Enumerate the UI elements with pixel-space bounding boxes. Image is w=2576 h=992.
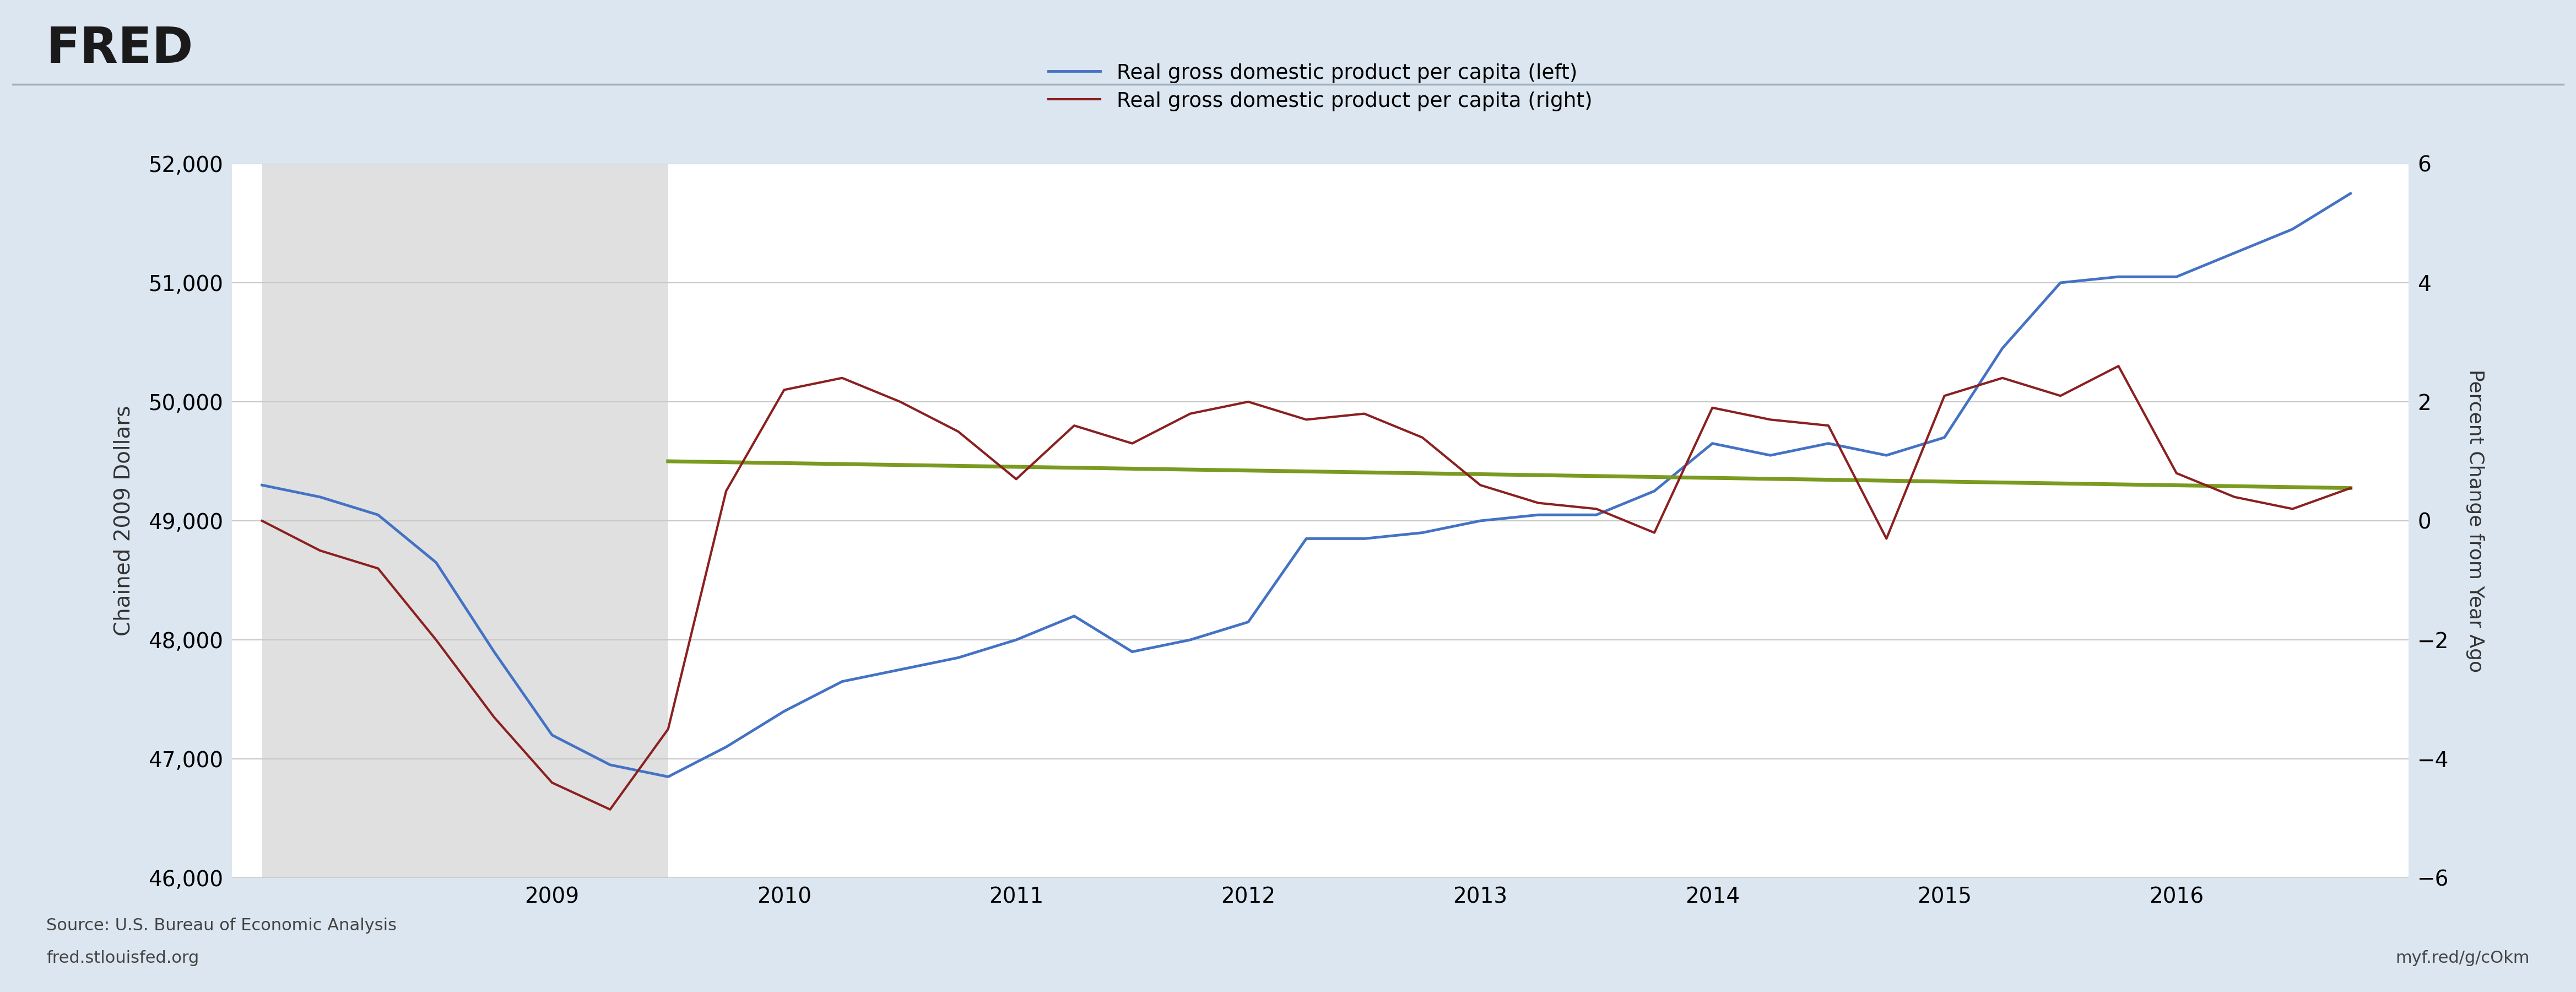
Text: myf.red/g/cOkm: myf.red/g/cOkm	[2396, 950, 2530, 966]
Legend: Real gross domestic product per capita (left), Real gross domestic product per c: Real gross domestic product per capita (…	[1048, 63, 1592, 111]
Text: fred.stlouisfed.org: fred.stlouisfed.org	[46, 950, 198, 966]
Y-axis label: Percent Change from Year Ago: Percent Change from Year Ago	[2465, 369, 2486, 673]
Text: Source: U.S. Bureau of Economic Analysis: Source: U.S. Bureau of Economic Analysis	[46, 918, 397, 933]
Y-axis label: Chained 2009 Dollars: Chained 2009 Dollars	[113, 406, 134, 636]
Text: FRED: FRED	[46, 25, 193, 73]
Bar	[263, 164, 667, 878]
